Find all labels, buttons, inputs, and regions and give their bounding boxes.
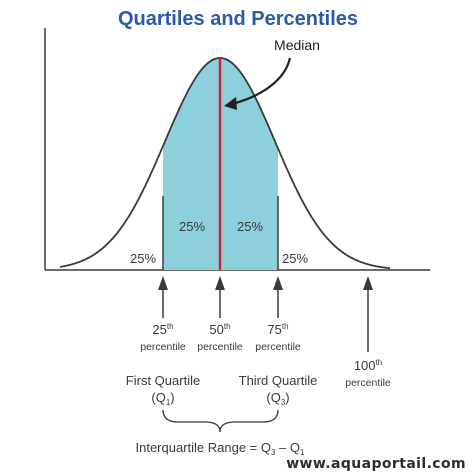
first-quartile-name: First Quartile bbox=[126, 373, 200, 388]
region-label-2: 25% bbox=[179, 219, 205, 234]
diagram-title: Quartiles and Percentiles bbox=[118, 8, 358, 30]
marker-75th-word: percentile bbox=[255, 341, 301, 353]
marker-100th-word: percentile bbox=[345, 377, 391, 389]
third-quartile-name: Third Quartile bbox=[239, 373, 318, 388]
first-quartile-symbol: (Q1) bbox=[151, 390, 174, 407]
third-quartile-symbol: (Q3) bbox=[266, 390, 289, 407]
marker-100th-number: 100th bbox=[354, 358, 382, 373]
median-label: Median bbox=[274, 37, 320, 53]
median-arrow-head bbox=[224, 97, 237, 110]
marker-25th-word: percentile bbox=[140, 341, 186, 353]
median-arrow bbox=[231, 57, 292, 106]
watermark: www.aquaportail.com bbox=[286, 456, 466, 472]
marker-75th-number: 75th bbox=[267, 322, 288, 337]
iqr-brace bbox=[162, 409, 279, 433]
region-label-4: 25% bbox=[282, 251, 308, 266]
marker-50th-number: 50th bbox=[209, 322, 230, 337]
arrow-head-25th bbox=[158, 276, 168, 290]
marker-25th-number: 25th bbox=[152, 322, 173, 337]
marker-50th-word: percentile bbox=[197, 341, 243, 353]
region-label-3: 25% bbox=[237, 219, 263, 234]
bell-curve bbox=[59, 57, 391, 270]
iqr-formula: Interquartile Range = Q3 – Q1 bbox=[136, 440, 306, 457]
arrow-head-75th bbox=[273, 276, 283, 290]
region-label-1: 25% bbox=[130, 251, 156, 266]
arrow-head-100th bbox=[363, 276, 373, 290]
arrow-head-50th bbox=[215, 276, 225, 290]
